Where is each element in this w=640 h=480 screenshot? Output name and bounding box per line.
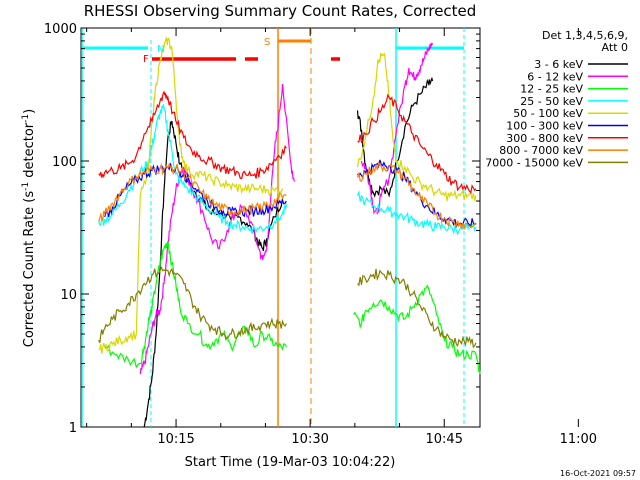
series-line-5: [98, 37, 477, 354]
plot-frame: [80, 27, 481, 428]
x-tick-label-1: 10:15: [157, 432, 194, 447]
y-tick-label-4: 1000: [44, 22, 77, 37]
legend-label-2: 6 - 12 keV: [527, 70, 583, 83]
legend-label-7: 300 - 800 keV: [506, 132, 583, 145]
y-axis-label-mid: detector: [22, 122, 37, 182]
y-axis-label-main: Corrected Count Rate (s: [22, 191, 37, 348]
y-axis-ticks: 1 10 100 1000: [44, 22, 480, 436]
series-line-3: [104, 240, 481, 375]
legend-label-6: 100 - 300 keV: [506, 120, 583, 133]
legend-label-3: 12 - 25 keV: [520, 83, 583, 96]
y-tick-label-3: 100: [52, 155, 77, 170]
y-tick-label-1: 1: [69, 421, 77, 436]
series-line-8: [98, 161, 477, 231]
series-line-1: [143, 76, 434, 428]
legend-label-8: 800 - 7000 keV: [499, 144, 583, 157]
legend-label-9: 7000 - 15000 keV: [485, 156, 583, 169]
chart-title: RHESSI Observing Summary Count Rates, Co…: [84, 2, 477, 20]
timestamp: 16-Oct-2021 09:57: [560, 469, 636, 478]
x-axis-label: Start Time (19-Mar-03 10:04:22): [185, 455, 396, 470]
x-tick-label-3: 10:45: [426, 432, 463, 447]
y-axis-label: Corrected Count Rate (s-1 detector-1): [21, 109, 37, 347]
y-axis-label-sup2: -1: [21, 114, 31, 123]
y-axis-label-end: ): [22, 109, 37, 114]
series-line-7: [98, 90, 477, 195]
y-tick-label-2: 10: [60, 288, 77, 303]
legend-label-5: 50 - 100 keV: [513, 107, 583, 120]
series-line-6: [104, 159, 477, 229]
annotation-layer: FN S: [143, 37, 270, 65]
night-label: N: [157, 44, 164, 55]
series-line-2: [139, 41, 434, 375]
x-tick-label-4: 11:00: [560, 432, 597, 447]
series-line-9: [98, 265, 477, 349]
y-axis-label-sup1: -1: [21, 182, 31, 191]
legend-header-1: Det 1,3,4,5,6,9,: [542, 29, 628, 42]
x-tick-label-2: 10:30: [291, 432, 328, 447]
series-layer: [98, 37, 481, 428]
legend-header-2: Att 0: [602, 41, 628, 54]
saa-label: S: [264, 37, 270, 48]
legend-label-4: 25 - 50 keV: [520, 95, 583, 108]
legend-label-1: 3 - 6 keV: [534, 58, 583, 71]
flare-label: F: [143, 54, 149, 65]
